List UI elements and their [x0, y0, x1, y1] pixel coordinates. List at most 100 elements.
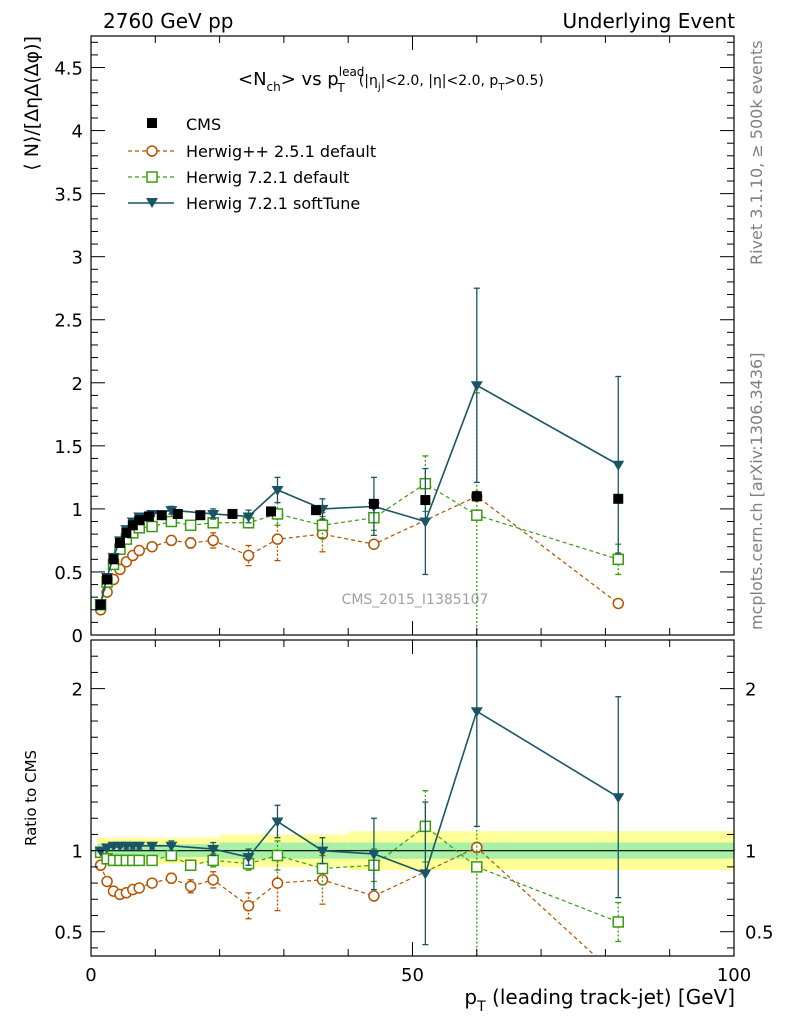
herwigpp-point — [612, 597, 625, 610]
herwigpp-ratio-point — [165, 872, 178, 884]
main-y-tick-label: 2.5 — [54, 311, 83, 332]
plot-title: <Nch> vs plead T (|ηj|<2.0, |η|<2.0, pT>0.… — [238, 65, 544, 95]
softtune-ratio-point — [419, 869, 432, 880]
herwigpp-ratio-point — [101, 875, 113, 888]
ratio-plot-series — [94, 640, 625, 982]
legend-label-softtune: Herwig 7.2.1 softTune — [186, 194, 360, 213]
herwigpp-point — [207, 534, 219, 547]
herwig7-point — [612, 553, 625, 566]
softtune-ratio-point — [367, 849, 380, 860]
cms-point — [420, 495, 431, 506]
analysis-watermark: CMS_2015_I1385107 — [342, 592, 489, 608]
cms-point — [266, 506, 277, 517]
ratio-y-tick-label-right: 2 — [745, 680, 756, 701]
legend-entry-herwigpp: Herwig++ 2.5.1 default — [128, 142, 376, 161]
main-y-tick-label: 0 — [72, 626, 83, 647]
mcplots-label: mcplots.cern.ch [arXiv:1306.3436] — [747, 353, 766, 630]
cms-point — [143, 511, 154, 522]
herwig7-ratio-point — [165, 849, 178, 862]
softtune-point — [242, 512, 255, 523]
cms-point — [127, 520, 138, 531]
legend-label-herwig7: Herwig 7.2.1 default — [186, 168, 349, 187]
softtune-ratio-point — [146, 841, 159, 852]
ratio-y-tick-label-right: 1 — [745, 842, 756, 863]
legend-marker-cms — [147, 118, 157, 128]
main-y-tick-label: 1 — [72, 500, 83, 521]
softtune-ratio-point — [612, 793, 625, 804]
softtune-point — [165, 506, 178, 517]
softtune-line — [99, 384, 619, 604]
x-axis-label: pT (leading track-jet) [GeV] — [464, 985, 735, 1015]
main-y-tick-label: 0.5 — [54, 563, 83, 584]
legend-entry-herwig7: Herwig 7.2.1 default — [128, 168, 349, 187]
herwig7-ratio-point — [133, 854, 145, 867]
cms-point — [102, 574, 113, 585]
cms-point — [95, 599, 106, 610]
softtune-ratio-point — [165, 841, 178, 852]
ratio-y-tick-label-left: 1 — [72, 842, 83, 863]
herwig7-ratio-point — [471, 861, 483, 873]
main-y-tick-label: 4.5 — [54, 59, 83, 80]
cms-point — [471, 491, 482, 502]
cms-point — [311, 505, 322, 516]
softtune-ratio-point — [470, 707, 483, 718]
ratio-plot-frame — [90, 639, 735, 957]
cms-point — [134, 515, 145, 526]
header-category-label: Underlying Event — [562, 9, 735, 33]
ratio-y-tick-label-left: 0.5 — [54, 923, 83, 944]
softtune-point — [207, 509, 220, 520]
herwigpp-point — [271, 533, 284, 545]
main-y-tick-label: 4 — [72, 122, 83, 143]
ratio-y-axis-label: Ratio to CMS — [22, 750, 40, 846]
main-plot-series — [94, 287, 625, 635]
herwig7-point — [316, 519, 329, 532]
header-energy-label: 2760 GeV pp — [103, 9, 234, 33]
herwigpp-point — [368, 538, 380, 550]
softtune-ratio-point — [207, 845, 220, 856]
herwigpp-ratio-point — [207, 874, 219, 886]
herwigpp-ratio-point — [133, 882, 145, 894]
x-tick-label: 0 — [85, 965, 96, 986]
softtune-ratio-point — [271, 817, 284, 828]
cms-point — [114, 537, 125, 548]
cms-point — [368, 498, 379, 509]
legend: CMS Herwig++ 2.5.1 default Herwig 7.2.1 … — [128, 115, 376, 213]
herwigpp-ratio-point — [242, 900, 255, 912]
herwig7-point — [165, 515, 178, 528]
main-y-tick-label: 2 — [72, 374, 83, 395]
softtune-ratio-point — [94, 846, 107, 857]
herwig7-point — [184, 519, 197, 532]
herwig7-line — [100, 482, 619, 605]
softtune-point — [271, 485, 284, 496]
softtune-point — [470, 381, 483, 392]
ratio-y-tick-label-left: 2 — [72, 680, 83, 701]
main-y-tick-label: 1.5 — [54, 437, 83, 458]
herwigpp-ratio-point — [368, 890, 380, 902]
herwigpp-point — [146, 540, 158, 553]
cms-point — [121, 527, 132, 538]
rivet-version-label: Rivet 3.1.10, ≥ 500k events — [747, 40, 766, 265]
legend-marker-herwigpp — [146, 145, 158, 157]
legend-marker-softtune — [146, 198, 158, 208]
cms-point — [227, 508, 238, 519]
softtune-ratio-point — [242, 853, 255, 864]
cms-point — [613, 493, 624, 504]
herwig7-ratio-point — [184, 859, 197, 872]
herwig7-ratio-point — [316, 862, 329, 875]
herwigpp-point — [184, 537, 197, 549]
herwigpp-ratio-point — [271, 877, 284, 889]
legend-label-herwigpp: Herwig++ 2.5.1 default — [186, 142, 376, 161]
herwig7-point — [471, 509, 483, 521]
main-y-tick-label: 3 — [72, 248, 83, 269]
herwig7-point — [146, 520, 158, 533]
herwigpp-ratio-point — [184, 880, 197, 893]
main-y-axis-label: ⟨ N⟩/[ΔηΔ(Δφ)] — [21, 36, 43, 171]
main-y-tick-label: 3.5 — [54, 185, 83, 206]
herwigpp-ratio-point — [613, 972, 623, 982]
herwigpp-point — [242, 549, 255, 562]
herwig7-ratio-point — [207, 854, 219, 867]
ratio-y-tick-label-right: 0.5 — [745, 923, 774, 944]
softtune-point — [612, 460, 625, 471]
